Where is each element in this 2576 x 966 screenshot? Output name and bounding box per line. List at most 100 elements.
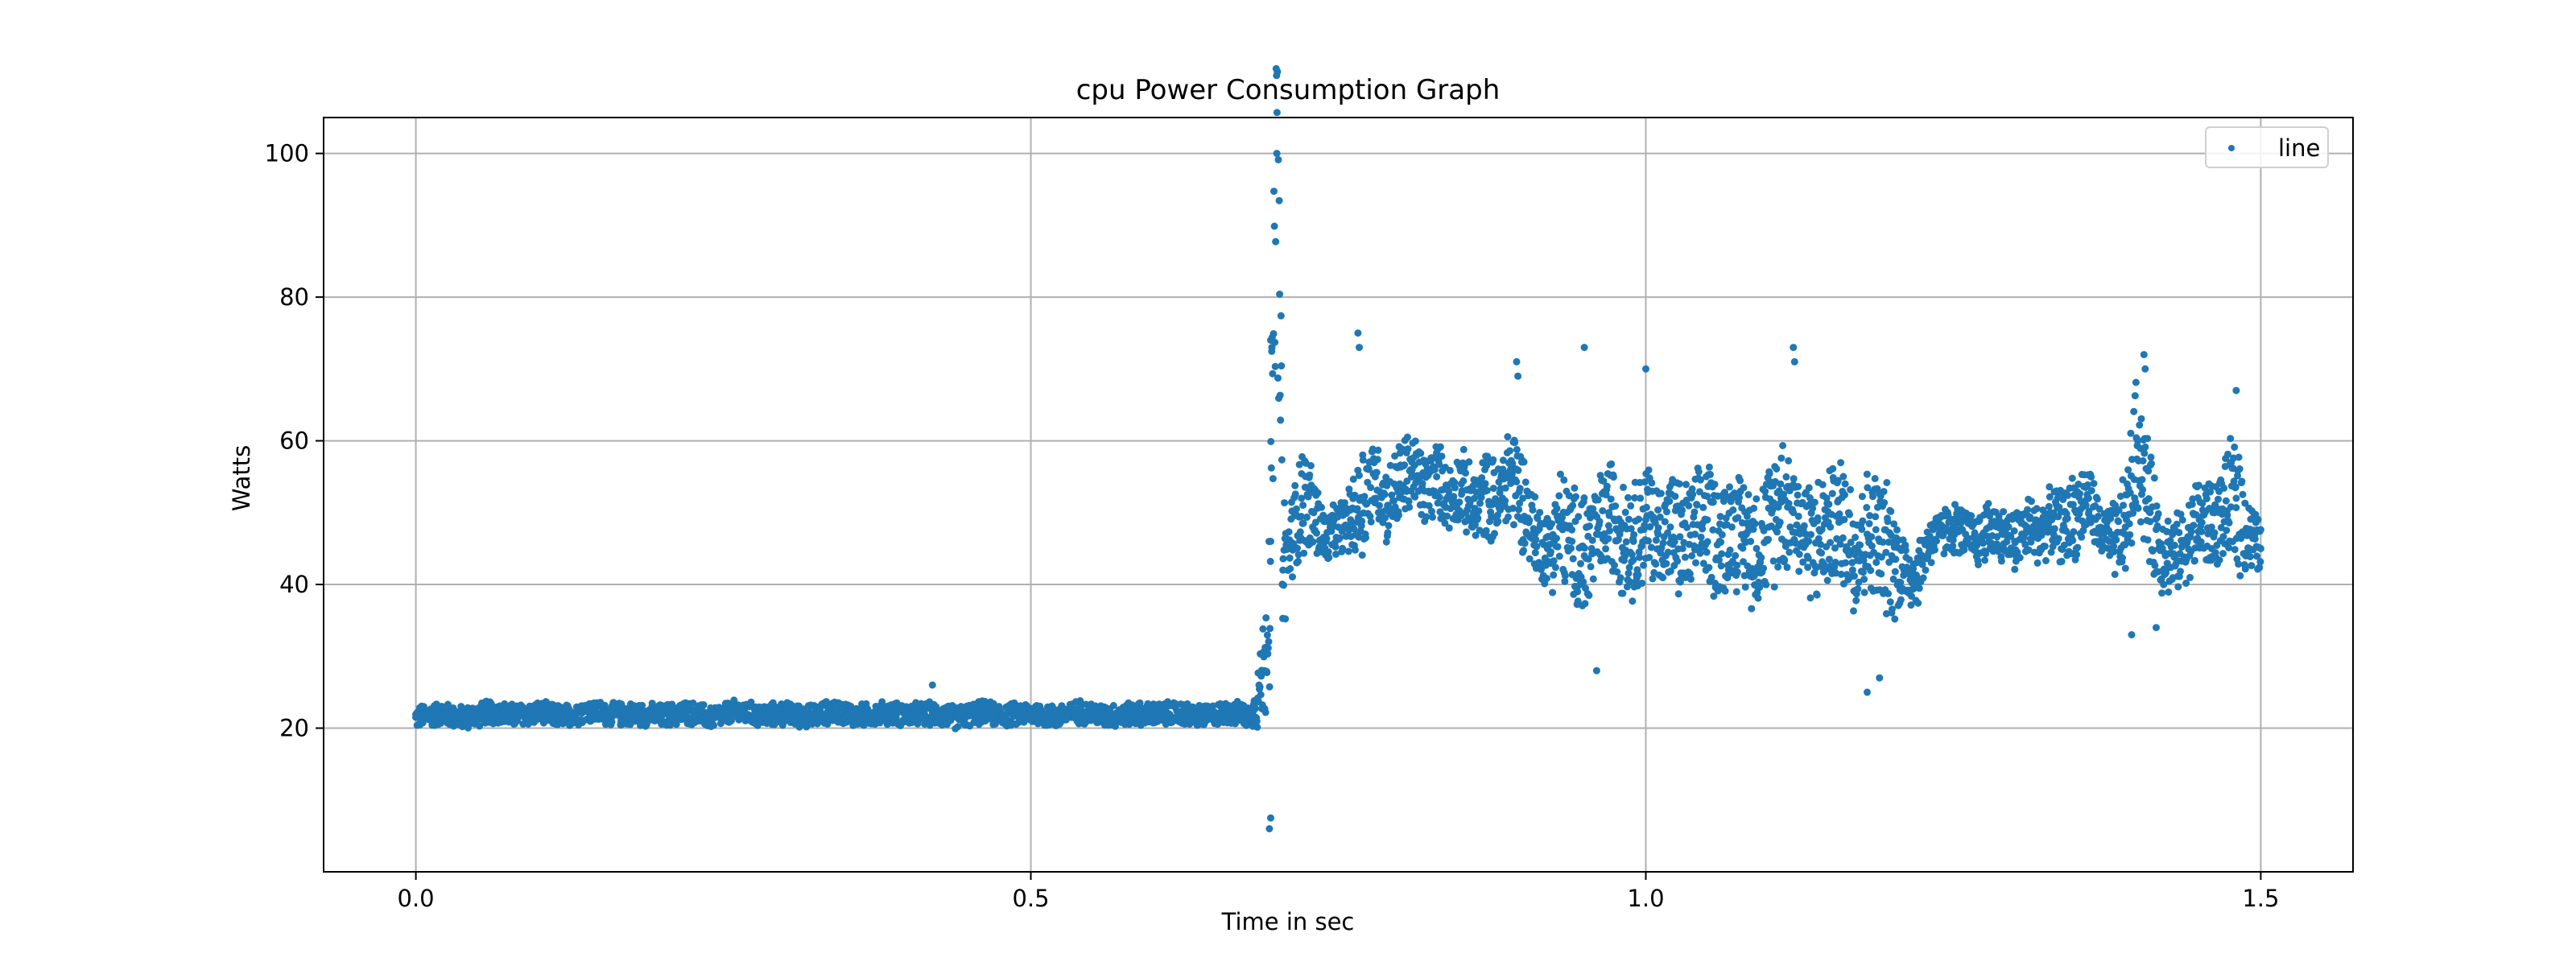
data-point	[2025, 546, 2033, 554]
data-point	[2016, 554, 2024, 562]
data-point	[1971, 529, 1979, 537]
data-point	[1790, 509, 1798, 517]
data-point	[2073, 551, 2081, 559]
data-point	[1359, 456, 1367, 464]
data-point	[1589, 575, 1597, 583]
data-point	[2130, 407, 2138, 415]
data-point	[1804, 564, 1812, 572]
data-point	[1267, 538, 1274, 545]
data-point	[2134, 504, 2142, 512]
data-point	[1631, 494, 1639, 502]
data-point	[1125, 710, 1133, 718]
data-point	[1445, 487, 1453, 495]
data-point	[1292, 505, 1300, 513]
data-point	[1638, 580, 1646, 587]
data-point	[2140, 449, 2149, 457]
data-point	[1666, 497, 1674, 506]
data-point	[1451, 478, 1459, 486]
data-point	[1455, 498, 1463, 506]
data-point	[1743, 512, 1751, 520]
data-point	[1259, 625, 1267, 633]
y-tick-label: 40	[279, 571, 309, 598]
data-point	[1887, 507, 1895, 515]
data-point	[1435, 493, 1443, 502]
data-point	[2151, 561, 2159, 569]
data-point	[1697, 476, 1704, 484]
data-point	[1676, 533, 1684, 541]
data-point	[2207, 523, 2215, 531]
data-point	[1626, 578, 1634, 586]
data-point	[2177, 568, 2184, 576]
data-point	[1627, 502, 1635, 510]
data-point	[2074, 543, 2082, 551]
data-point	[1648, 479, 1656, 487]
data-point	[1347, 516, 1355, 524]
data-point	[1686, 570, 1694, 578]
data-point	[1594, 496, 1602, 504]
data-point	[1109, 702, 1117, 709]
data-point	[1556, 470, 1564, 478]
data-point	[1560, 476, 1568, 484]
data-point	[2219, 533, 2227, 541]
data-point	[2231, 443, 2239, 451]
data-point	[1732, 551, 1740, 559]
data-point	[1199, 712, 1207, 720]
data-point	[1833, 535, 1841, 543]
data-point	[2197, 538, 2205, 546]
data-point	[1652, 560, 1660, 568]
data-point	[1174, 709, 1183, 717]
data-point	[1729, 506, 1737, 514]
data-point	[1827, 523, 1835, 531]
data-point	[1294, 544, 1301, 552]
data-point	[1765, 535, 1773, 543]
outlier-point	[1267, 336, 1274, 345]
data-point	[1692, 559, 1699, 567]
data-point	[1785, 548, 1794, 556]
data-point	[1533, 543, 1541, 551]
data-point	[1264, 650, 1272, 658]
data-point	[1863, 504, 1871, 511]
data-point	[1703, 516, 1711, 524]
data-point	[1683, 523, 1691, 531]
data-point	[1318, 503, 1325, 511]
data-point	[1674, 590, 1682, 598]
data-point	[461, 714, 469, 722]
data-point	[2111, 571, 2119, 578]
data-point	[1561, 572, 1569, 580]
data-point	[2215, 556, 2223, 564]
data-point	[1652, 536, 1660, 544]
data-point	[707, 713, 715, 721]
data-point	[1613, 568, 1621, 576]
data-point	[1884, 518, 1892, 526]
data-point	[1515, 506, 1523, 514]
data-point	[1294, 557, 1302, 565]
data-point	[1846, 510, 1853, 518]
data-point	[879, 709, 887, 717]
outlier-point	[1876, 674, 1884, 682]
outlier-point	[2232, 386, 2240, 394]
data-point	[510, 712, 518, 719]
data-point	[1355, 472, 1363, 480]
data-point	[609, 711, 617, 719]
data-point	[1359, 494, 1367, 502]
data-point	[2154, 510, 2162, 518]
data-point	[1829, 464, 1837, 473]
data-point	[1100, 712, 1108, 720]
data-point	[683, 708, 691, 716]
data-point	[1715, 538, 1724, 545]
data-point	[1654, 524, 1662, 532]
outlier-point	[1265, 825, 1274, 832]
data-point	[1466, 499, 1474, 507]
data-point	[1699, 559, 1707, 568]
data-point	[1850, 607, 1857, 615]
data-point	[1289, 573, 1296, 581]
data-point	[1645, 466, 1653, 474]
data-point	[1603, 482, 1611, 490]
data-point	[1252, 704, 1260, 712]
data-point	[1641, 478, 1649, 486]
data-point	[1889, 575, 1897, 583]
data-point	[1967, 512, 1975, 520]
data-point	[1599, 507, 1607, 514]
chart-title: cpu Power Consumption Graph	[1075, 74, 1501, 106]
data-point	[1795, 551, 1803, 558]
